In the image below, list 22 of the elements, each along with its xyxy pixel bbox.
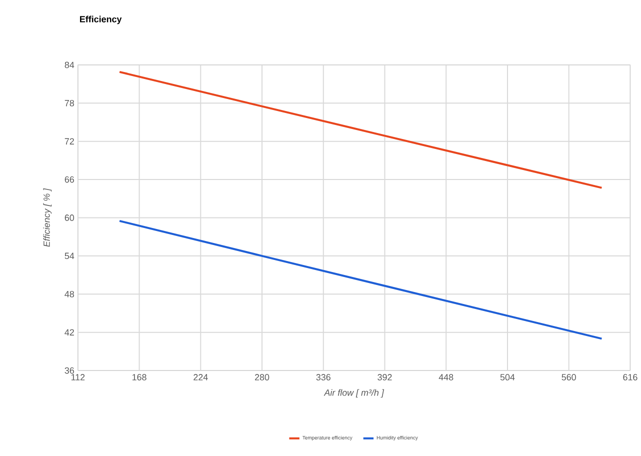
x-tick-label: 168 [132, 374, 146, 380]
x-tick-label: 560 [562, 374, 576, 380]
y-tick-label: 78 [64, 100, 74, 106]
x-tick-label: 112 [71, 374, 85, 380]
x-tick-label: 392 [378, 374, 392, 380]
x-tick-label: 616 [623, 374, 638, 380]
x-axis-title: Air flow [ m³/h ] [324, 389, 384, 398]
y-tick-label: 66 [64, 176, 74, 182]
y-tick-label: 60 [64, 214, 74, 221]
x-tick-label: 224 [194, 374, 208, 380]
chart-title: Efficiency [80, 16, 122, 24]
y-axis-title: Efficiency [ % ] [43, 188, 52, 247]
y-tick-label: 72 [64, 138, 74, 144]
y-tick-label: 54 [64, 252, 74, 259]
x-tick-label: 504 [500, 374, 515, 380]
y-tick-label: 84 [64, 62, 74, 68]
x-tick-label: 336 [316, 374, 330, 380]
x-tick-label: 448 [438, 374, 454, 380]
y-tick-label: 36 [64, 367, 74, 374]
y-tick-label: 48 [64, 290, 74, 298]
x-tick-label: 280 [254, 374, 270, 380]
y-tick-label: 42 [64, 328, 74, 336]
